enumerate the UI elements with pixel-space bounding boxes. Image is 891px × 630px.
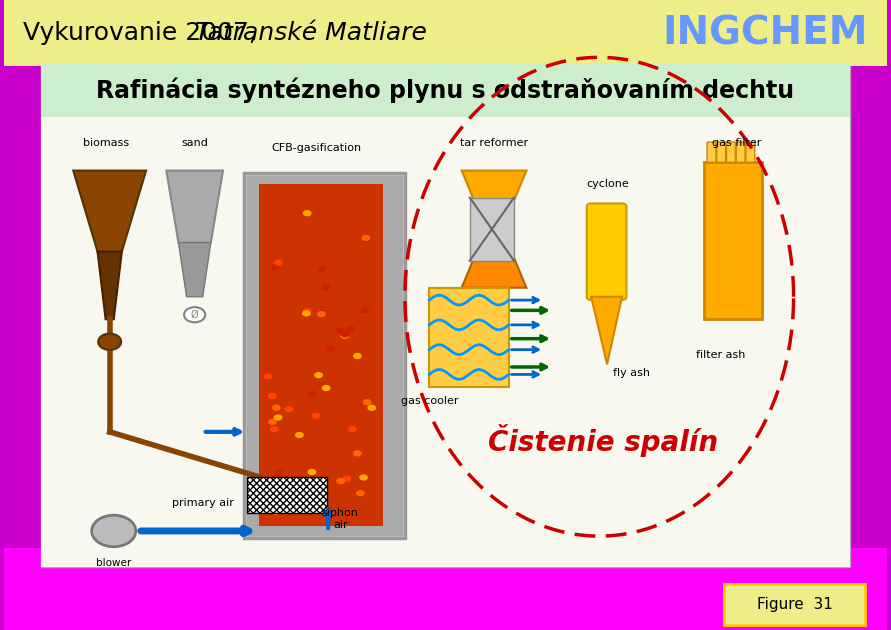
Circle shape: [307, 469, 316, 475]
FancyBboxPatch shape: [717, 142, 725, 162]
Text: blower: blower: [96, 558, 131, 568]
FancyBboxPatch shape: [707, 142, 716, 162]
Polygon shape: [591, 297, 622, 364]
Polygon shape: [167, 171, 223, 243]
Circle shape: [342, 476, 351, 482]
Circle shape: [363, 399, 372, 405]
Circle shape: [295, 432, 304, 438]
FancyBboxPatch shape: [4, 548, 887, 630]
Circle shape: [274, 469, 283, 476]
Circle shape: [271, 264, 280, 270]
Circle shape: [303, 210, 312, 216]
Circle shape: [92, 515, 135, 547]
Text: tar reformer: tar reformer: [460, 138, 528, 148]
Circle shape: [348, 426, 357, 432]
FancyBboxPatch shape: [746, 142, 755, 162]
Circle shape: [284, 406, 293, 413]
FancyBboxPatch shape: [723, 584, 865, 625]
Circle shape: [353, 450, 362, 457]
Circle shape: [264, 373, 273, 379]
Text: Vykurovanie 2007,: Vykurovanie 2007,: [23, 21, 257, 45]
Circle shape: [271, 490, 280, 496]
FancyBboxPatch shape: [41, 63, 850, 117]
FancyBboxPatch shape: [41, 117, 850, 567]
FancyBboxPatch shape: [243, 172, 406, 539]
Circle shape: [322, 385, 331, 391]
Text: cyclone: cyclone: [586, 179, 629, 188]
Circle shape: [353, 353, 362, 359]
Circle shape: [361, 307, 370, 314]
Circle shape: [367, 404, 376, 411]
FancyBboxPatch shape: [587, 203, 626, 300]
Text: Tatranské Matliare: Tatranské Matliare: [186, 21, 427, 45]
Text: Ø: Ø: [191, 310, 199, 320]
FancyBboxPatch shape: [470, 198, 514, 261]
Text: gas filter: gas filter: [712, 138, 762, 148]
Text: filter ash: filter ash: [696, 350, 745, 360]
Circle shape: [270, 426, 279, 432]
Circle shape: [268, 419, 277, 425]
Circle shape: [359, 474, 368, 481]
Circle shape: [184, 307, 205, 323]
Text: siphon
air: siphon air: [322, 508, 359, 530]
FancyBboxPatch shape: [705, 161, 762, 319]
Circle shape: [302, 310, 311, 316]
Circle shape: [340, 331, 349, 337]
FancyBboxPatch shape: [247, 477, 327, 513]
FancyBboxPatch shape: [4, 0, 887, 66]
Circle shape: [274, 415, 282, 421]
Text: fly ash: fly ash: [613, 368, 650, 378]
Circle shape: [336, 478, 345, 484]
Polygon shape: [73, 171, 146, 251]
Text: Rafinácia syntézneho plynu s odstraňovaním dechtu: Rafinácia syntézneho plynu s odstraňovan…: [96, 77, 795, 103]
Circle shape: [317, 266, 326, 272]
Circle shape: [308, 391, 316, 397]
Text: sand: sand: [181, 138, 208, 148]
Circle shape: [322, 284, 330, 290]
Circle shape: [356, 490, 364, 496]
FancyBboxPatch shape: [726, 142, 735, 162]
Circle shape: [312, 413, 321, 419]
Circle shape: [346, 326, 355, 332]
Circle shape: [274, 260, 282, 266]
Circle shape: [336, 328, 345, 334]
Circle shape: [272, 509, 281, 515]
Text: gas cooler: gas cooler: [401, 396, 458, 406]
Polygon shape: [178, 243, 211, 297]
Circle shape: [315, 372, 323, 378]
Text: biomass: biomass: [83, 138, 128, 148]
Text: primary air: primary air: [172, 498, 233, 508]
Polygon shape: [462, 229, 527, 288]
FancyBboxPatch shape: [41, 63, 850, 567]
Polygon shape: [97, 251, 122, 319]
Circle shape: [326, 346, 335, 352]
Circle shape: [362, 235, 371, 241]
Polygon shape: [462, 171, 527, 229]
FancyBboxPatch shape: [736, 142, 745, 162]
Circle shape: [98, 334, 121, 350]
Text: Figure  31: Figure 31: [756, 597, 832, 612]
FancyBboxPatch shape: [259, 184, 383, 527]
Circle shape: [268, 393, 277, 399]
Circle shape: [303, 308, 312, 314]
Text: CFB-gasification: CFB-gasification: [271, 142, 361, 152]
FancyBboxPatch shape: [429, 288, 509, 387]
Text: Čistenie spalín: Čistenie spalín: [488, 425, 718, 457]
Circle shape: [272, 404, 281, 411]
Text: INGCHEM: INGCHEM: [662, 14, 868, 52]
Circle shape: [340, 333, 349, 339]
Circle shape: [317, 311, 326, 318]
